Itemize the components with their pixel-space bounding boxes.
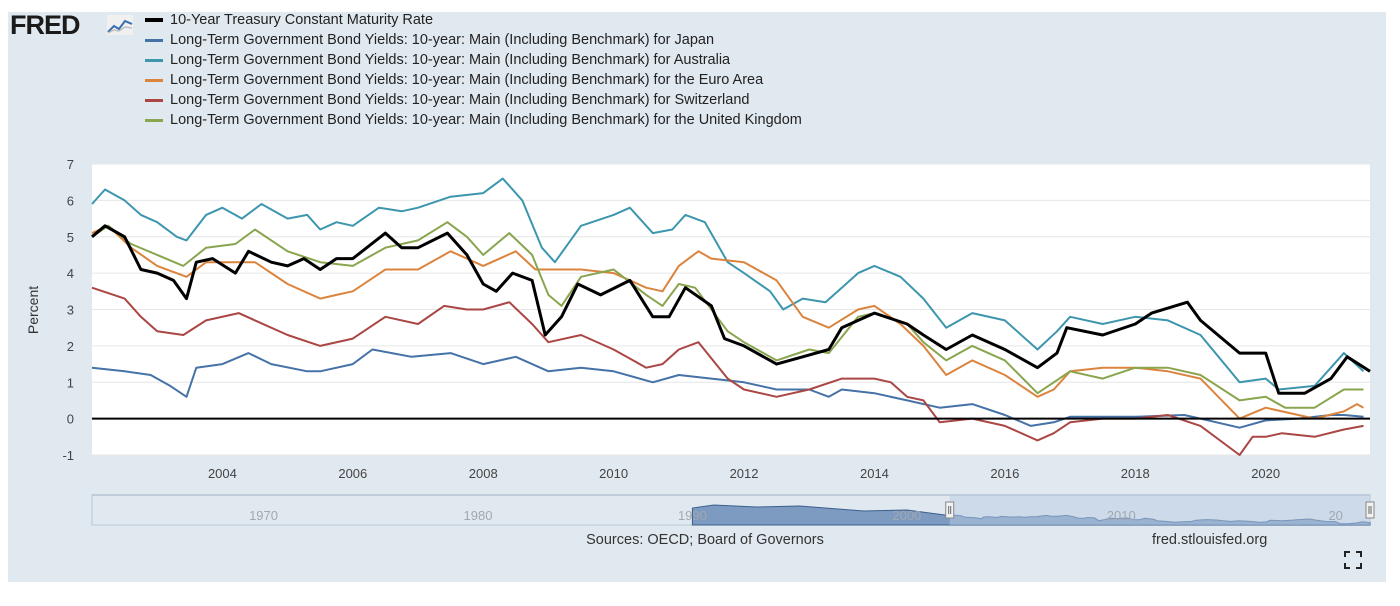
legend-swatch [145, 58, 163, 62]
legend-swatch [145, 78, 163, 82]
navigator-handle-right[interactable] [1365, 501, 1375, 519]
fred-logo[interactable]: FRED [10, 6, 140, 40]
legend-item[interactable]: Long-Term Government Bond Yields: 10-yea… [145, 90, 802, 110]
y-tick-label: 5 [67, 230, 74, 245]
legend-swatch [145, 98, 163, 102]
x-tick-label: 2016 [990, 466, 1019, 481]
chart-line-icon [107, 15, 133, 35]
y-tick-label: 3 [67, 303, 74, 318]
legend-item[interactable]: 10-Year Treasury Constant Maturity Rate [145, 10, 802, 30]
x-tick-label: 2020 [1251, 466, 1280, 481]
y-tick-label: 2 [67, 339, 74, 354]
x-tick-label: 2012 [730, 466, 759, 481]
navigator-tick-label: 20 [1328, 508, 1342, 523]
legend-label: 10-Year Treasury Constant Maturity Rate [170, 12, 434, 28]
chart-legend: 10-Year Treasury Constant Maturity Rate L… [145, 10, 802, 130]
legend-label: Long-Term Government Bond Yields: 10-yea… [170, 112, 802, 128]
y-tick-label: -1 [62, 448, 74, 463]
navigator-tick-label: 2010 [1107, 508, 1136, 523]
navigator-tick-label: 1990 [678, 508, 707, 523]
legend-item[interactable]: Long-Term Government Bond Yields: 10-yea… [145, 30, 802, 50]
x-tick-label: 2010 [599, 466, 628, 481]
legend-item[interactable]: Long-Term Government Bond Yields: 10-yea… [145, 70, 802, 90]
navigator-tick-label: 2000 [892, 508, 921, 523]
legend-item[interactable]: Long-Term Government Bond Yields: 10-yea… [145, 50, 802, 70]
fred-logo-text: FRED [10, 10, 80, 40]
site-link[interactable]: fred.stlouisfed.org [1152, 532, 1268, 548]
y-tick-label: 6 [67, 193, 74, 208]
series-line[interactable] [91, 221, 1364, 409]
legend-label: Long-Term Government Bond Yields: 10-yea… [170, 32, 715, 48]
legend-item[interactable]: Long-Term Government Bond Yields: 10-yea… [145, 110, 802, 130]
y-axis-label: Percent [25, 286, 41, 334]
legend-swatch [145, 118, 163, 122]
y-tick-label: 7 [67, 157, 74, 172]
legend-label: Long-Term Government Bond Yields: 10-yea… [170, 52, 731, 68]
legend-label: Long-Term Government Bond Yields: 10-yea… [170, 72, 764, 88]
x-tick-label: 2006 [338, 466, 367, 481]
y-tick-label: 4 [67, 266, 74, 281]
x-tick-label: 2004 [208, 466, 237, 481]
series-line[interactable] [91, 224, 1364, 420]
series-line[interactable] [91, 177, 1365, 391]
series-line[interactable] [91, 224, 1371, 395]
y-tick-label: 1 [67, 375, 74, 390]
x-tick-label: 2018 [1121, 466, 1150, 481]
navigator-tick-label: 1970 [249, 508, 278, 523]
x-tick-label: 2014 [860, 466, 889, 481]
x-tick-label: 2008 [469, 466, 498, 481]
series-line[interactable] [91, 286, 1364, 456]
navigator-tick-label: 1980 [464, 508, 493, 523]
y-tick-label: 0 [67, 412, 74, 427]
navigator-handle-left[interactable] [945, 501, 955, 519]
legend-label: Long-Term Government Bond Yields: 10-yea… [170, 92, 750, 108]
legend-swatch [145, 18, 163, 22]
sources-note: Sources: OECD; Board of Governors [586, 532, 824, 548]
legend-swatch [145, 38, 163, 42]
fullscreen-icon[interactable] [1344, 551, 1362, 569]
navigator-selection[interactable] [949, 495, 1370, 525]
